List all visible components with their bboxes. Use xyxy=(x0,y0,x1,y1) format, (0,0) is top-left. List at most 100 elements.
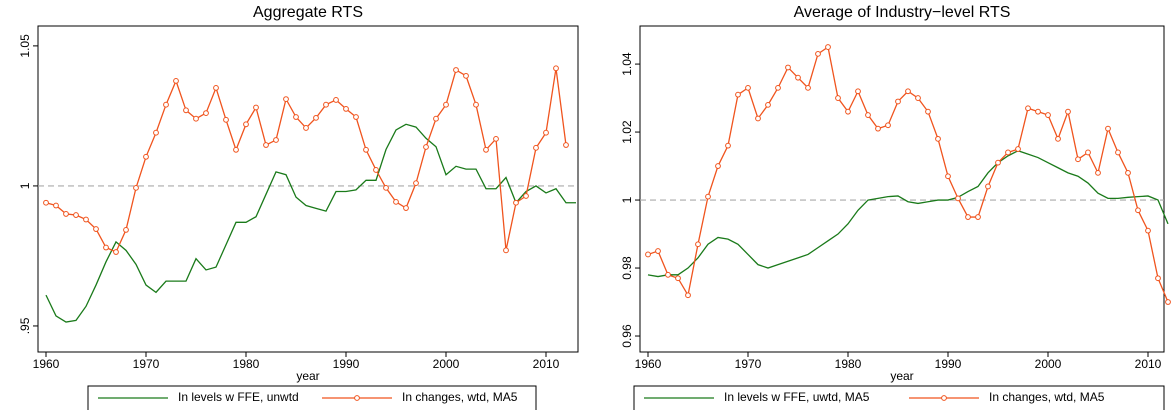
series-marker xyxy=(173,77,179,84)
x-tick-label: 2010 xyxy=(533,357,560,371)
chart-panel: Aggregate RTS .95 1 1.05 1960 1970 1980 1990 200… xyxy=(18,4,579,410)
series-marker xyxy=(965,214,971,220)
series-marker xyxy=(513,199,519,206)
series-marker xyxy=(403,205,409,211)
series-marker xyxy=(113,249,119,255)
series-marker xyxy=(655,248,661,254)
series-marker xyxy=(1155,275,1161,282)
series-marker xyxy=(1125,169,1131,176)
series-marker xyxy=(53,202,59,209)
series-marker xyxy=(875,125,881,132)
series-marker xyxy=(473,101,479,108)
x-tick-label: 1980 xyxy=(835,357,862,371)
series-marker xyxy=(343,106,349,112)
series-marker xyxy=(845,108,851,115)
series-marker xyxy=(163,101,169,108)
x-axis-label: year xyxy=(890,369,913,383)
series-marker xyxy=(1085,149,1091,156)
series-marker xyxy=(183,107,189,114)
y-tick-label: 1 xyxy=(620,196,634,203)
legend: In levels w FFE, uwtd, MA5 In changes, wt… xyxy=(633,385,1165,410)
series-marker xyxy=(293,114,299,120)
series-marker xyxy=(795,74,801,81)
legend-label: In levels w FFE, unwtd xyxy=(178,390,299,404)
series-marker xyxy=(283,96,289,102)
series-marker xyxy=(935,135,941,142)
series-marker xyxy=(665,271,671,278)
series-marker xyxy=(725,142,731,149)
series-marker xyxy=(1045,112,1051,118)
series-marker xyxy=(93,226,99,232)
series-marker xyxy=(995,159,1001,166)
x-tick-label: 1970 xyxy=(735,357,762,371)
series-marker xyxy=(775,84,781,91)
series-marker xyxy=(905,88,911,95)
series-marker xyxy=(363,146,369,153)
series-marker xyxy=(1035,108,1041,115)
series-marker xyxy=(233,146,239,153)
legend: In levels w FFE, unwtd In changes, wtd, M… xyxy=(87,385,537,410)
series-marker xyxy=(885,122,891,129)
series-marker xyxy=(203,110,209,117)
series-marker xyxy=(393,198,399,205)
chart-title: Aggregate RTS xyxy=(253,4,363,21)
series-marker xyxy=(133,184,139,191)
series-marker xyxy=(313,114,319,121)
series-marker xyxy=(543,129,549,136)
series-marker xyxy=(483,146,489,153)
x-tick-label: 2000 xyxy=(433,357,460,371)
x-tick-label: 2000 xyxy=(1035,357,1062,371)
legend-label: In levels w FFE, uwtd, MA5 xyxy=(724,390,870,404)
series-marker xyxy=(193,115,199,122)
series-marker xyxy=(353,114,359,120)
series-marker xyxy=(1055,135,1061,142)
series-marker xyxy=(1145,227,1151,234)
series-marker xyxy=(143,153,149,160)
plot-frame xyxy=(37,25,579,353)
series-marker xyxy=(443,101,449,108)
series-marker xyxy=(705,193,711,200)
series-line xyxy=(45,123,576,323)
series-marker xyxy=(523,193,529,199)
series-marker xyxy=(533,144,539,151)
legend-marker xyxy=(941,395,947,401)
series-marker xyxy=(63,211,69,217)
series-marker xyxy=(423,144,429,150)
plot-frame xyxy=(639,25,1165,353)
x-axis-label: year xyxy=(296,369,319,383)
legend-label: In changes, wtd, MA5 xyxy=(402,390,518,404)
series-marker xyxy=(373,167,379,173)
series-marker xyxy=(243,121,249,128)
series-marker xyxy=(735,91,741,98)
series-marker xyxy=(433,115,439,122)
series-marker xyxy=(955,195,961,202)
series-marker xyxy=(1015,146,1021,152)
series-marker xyxy=(323,101,329,108)
series-marker xyxy=(695,241,701,248)
series-marker xyxy=(383,184,389,191)
series-marker xyxy=(223,116,229,123)
chart-title: Average of Industry−level RTS xyxy=(794,4,1011,21)
series-marker xyxy=(915,95,921,101)
series-marker xyxy=(715,163,721,169)
y-tick-label: .95 xyxy=(18,317,32,334)
series-marker xyxy=(493,135,499,142)
series-marker xyxy=(463,72,469,79)
series-marker xyxy=(103,244,109,251)
y-tick-label: 1.04 xyxy=(620,52,634,76)
x-tick-label: 1990 xyxy=(333,357,360,371)
series-marker xyxy=(253,104,259,111)
legend-box xyxy=(87,385,537,410)
series-marker xyxy=(1135,207,1141,214)
x-tick-label: 1990 xyxy=(935,357,962,371)
series-marker xyxy=(273,137,279,143)
series-marker xyxy=(815,50,821,57)
series-marker xyxy=(945,173,951,180)
series-marker xyxy=(1005,149,1011,156)
series-marker xyxy=(333,97,339,103)
series-marker xyxy=(855,88,861,95)
series-marker xyxy=(1075,156,1081,163)
series-marker xyxy=(73,212,79,218)
series-marker xyxy=(975,214,981,220)
